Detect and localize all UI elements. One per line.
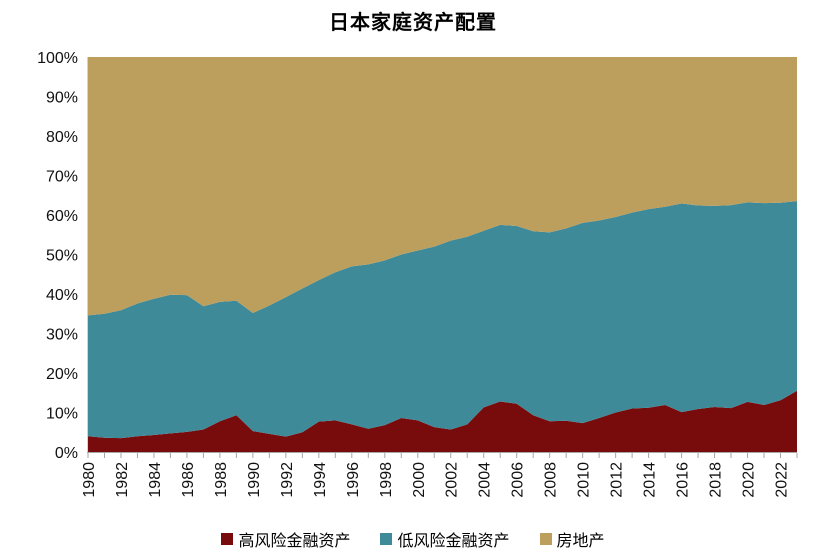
area-high-risk-financial-assets [88, 390, 797, 452]
y-axis-label: 70% [46, 169, 78, 186]
legend-swatch-low-risk-financial-assets [380, 533, 393, 545]
chart-title: 日本家庭资产配置 [329, 12, 497, 34]
legend-label: 房地产 [556, 533, 605, 550]
y-axis-label: 90% [46, 90, 78, 107]
x-axis-label: 1982 [114, 462, 131, 498]
x-axis-label: 2000 [411, 462, 428, 498]
x-axis-label: 2006 [510, 462, 527, 498]
x-axis-label: 2004 [477, 462, 494, 498]
y-axis-label: 80% [46, 129, 78, 146]
x-axis-label: 1992 [279, 462, 296, 498]
legend-item-real-estate: 房地产 [539, 527, 605, 551]
chart-svg: 0% 10% 20% 30% 40% 50% 60% 70% 80% 90% 100% 1980 198… [37, 50, 798, 498]
legend-item-high-risk-financial-assets: 高风险金融资产 [221, 527, 350, 551]
x-axis-label: 1994 [312, 462, 329, 498]
x-axis-label: 1998 [378, 462, 395, 498]
legend-label: 低风险金融资产 [397, 533, 510, 550]
y-axis-label: 0% [55, 445, 78, 462]
y-axis-label: 10% [46, 406, 78, 423]
legend-item-low-risk-financial-assets: 低风险金融资产 [380, 527, 510, 551]
x-axis-label: 1988 [213, 462, 230, 498]
x-axis-label: 2010 [576, 462, 593, 498]
y-axis-label: 30% [46, 327, 78, 344]
y-axis-label: 50% [46, 248, 78, 265]
x-axis-label: 2008 [543, 462, 560, 498]
x-axis-label: 1984 [147, 462, 164, 498]
y-axis-label: 40% [46, 287, 78, 304]
x-axis-label: 2020 [741, 462, 758, 498]
y-axis-label: 60% [46, 208, 78, 225]
legend-swatch-real-estate [539, 533, 552, 545]
legend-label: 高风险金融资产 [238, 533, 351, 550]
x-axis-label: 2012 [609, 462, 626, 498]
x-axis-label: 2002 [444, 462, 461, 498]
legend-swatch-high-risk-financial-assets [221, 533, 234, 545]
legend: 高风险金融资产 低风险金融资产 房地产 [0, 527, 826, 551]
area-low-risk-financial-assets [88, 201, 797, 439]
x-axis-label: 2018 [708, 462, 725, 498]
x-axis-label: 2014 [642, 462, 659, 498]
x-axis-label: 1980 [81, 462, 98, 498]
x-axis-label: 2022 [774, 462, 791, 498]
x-axis-label: 2016 [675, 462, 692, 498]
y-axis-label: 20% [46, 366, 78, 383]
x-axis-label: 1996 [345, 462, 362, 498]
y-axis-label: 100% [37, 50, 78, 67]
area-real-estate [88, 57, 797, 316]
x-axis-label: 1986 [180, 462, 197, 498]
x-axis-label: 1990 [246, 462, 263, 498]
